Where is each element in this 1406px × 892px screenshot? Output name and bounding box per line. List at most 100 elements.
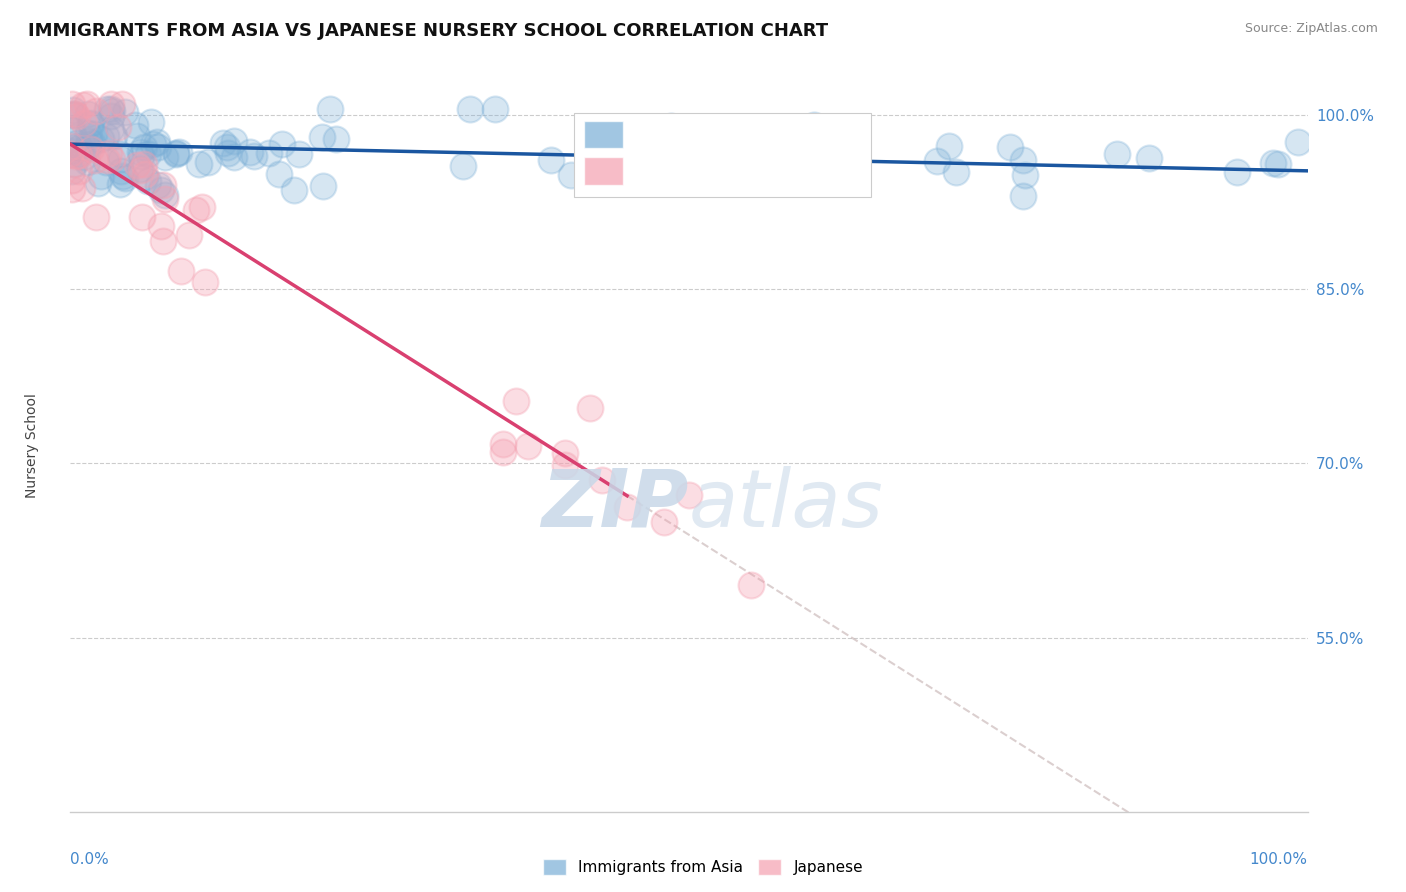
Point (773, 153, 796, 168)
Point (187, 157, 209, 171)
Point (197, 155, 219, 169)
Point (554, 458, 576, 472)
Point (585, 160, 607, 174)
Point (938, 139, 960, 153)
Point (132, 157, 155, 171)
Point (103, 128, 125, 143)
Point (96, 153, 118, 167)
Point (80, 136, 103, 151)
Point (141, 136, 163, 151)
Point (59, 147, 82, 161)
Point (725, 159, 748, 173)
Point (1011, 153, 1033, 167)
Point (84, 210, 107, 224)
Text: R = -0.172  N = 113: R = -0.172 N = 113 (631, 126, 799, 140)
Point (927, 153, 949, 168)
Point (664, 163, 686, 178)
Point (59, 144, 82, 158)
Text: R = -0.671  N = 50: R = -0.671 N = 50 (631, 162, 787, 177)
Point (1014, 169, 1036, 183)
Point (145, 135, 167, 149)
Point (72, 181, 94, 195)
Point (165, 146, 187, 161)
Point (484, 103, 506, 117)
Point (132, 140, 155, 154)
Point (94, 154, 117, 169)
Point (67, 146, 90, 161)
Text: Nursery School: Nursery School (25, 393, 39, 499)
Point (60, 123, 83, 137)
Point (678, 488, 700, 502)
Point (492, 444, 515, 458)
Point (76, 138, 98, 153)
Point (283, 183, 305, 197)
Point (60, 97, 83, 112)
Point (165, 146, 187, 161)
Point (152, 178, 174, 192)
Point (492, 437, 515, 451)
Point (257, 146, 280, 161)
Point (59, 139, 82, 153)
Point (139, 115, 162, 129)
Text: ZIP: ZIP (541, 466, 689, 543)
Text: atlas: atlas (689, 466, 884, 543)
Point (111, 169, 134, 184)
Point (579, 401, 602, 415)
Point (63, 129, 86, 144)
Point (110, 153, 132, 167)
Point (114, 105, 136, 120)
Text: 100.0%: 100.0% (1250, 852, 1308, 867)
Point (66, 110, 89, 124)
Point (96, 103, 118, 117)
Point (90, 132, 112, 146)
FancyBboxPatch shape (583, 120, 623, 148)
Point (616, 500, 638, 514)
Text: Source: ZipAtlas.com: Source: ZipAtlas.com (1244, 22, 1378, 36)
Point (945, 164, 967, 178)
Point (80, 142, 103, 156)
FancyBboxPatch shape (583, 157, 623, 185)
Point (1139, 152, 1161, 166)
Point (453, 159, 475, 173)
Point (129, 148, 152, 162)
Point (129, 163, 152, 178)
Point (62, 108, 84, 122)
Point (90, 169, 112, 184)
Point (762, 139, 785, 153)
Point (1226, 164, 1249, 178)
Point (194, 275, 217, 289)
Point (150, 183, 173, 197)
Legend: Immigrants from Asia, Japanese: Immigrants from Asia, Japanese (543, 860, 863, 875)
Point (77, 126, 100, 140)
Point (153, 192, 176, 206)
Point (127, 158, 149, 172)
Point (271, 137, 294, 152)
Point (62, 163, 84, 178)
Point (167, 145, 190, 159)
Text: IMMIGRANTS FROM ASIA VS JAPANESE NURSERY SCHOOL CORRELATION CHART: IMMIGRANTS FROM ASIA VS JAPANESE NURSERY… (28, 22, 828, 40)
Point (114, 171, 136, 186)
Point (136, 146, 159, 161)
Point (100, 121, 122, 136)
Point (84, 104, 107, 119)
Point (325, 132, 347, 146)
Point (136, 174, 159, 188)
Point (242, 149, 264, 163)
Point (591, 473, 613, 487)
Point (1011, 189, 1033, 203)
Point (148, 178, 170, 192)
Point (803, 119, 825, 133)
Point (69, 140, 91, 154)
Point (128, 145, 150, 159)
Point (63, 157, 86, 171)
Point (239, 145, 262, 159)
Point (101, 153, 124, 167)
Point (170, 264, 193, 278)
Point (76, 96, 98, 111)
Point (554, 446, 576, 460)
Point (72, 149, 94, 163)
Point (97, 145, 120, 160)
Point (66, 139, 89, 153)
Point (96, 128, 118, 143)
Point (540, 153, 562, 167)
